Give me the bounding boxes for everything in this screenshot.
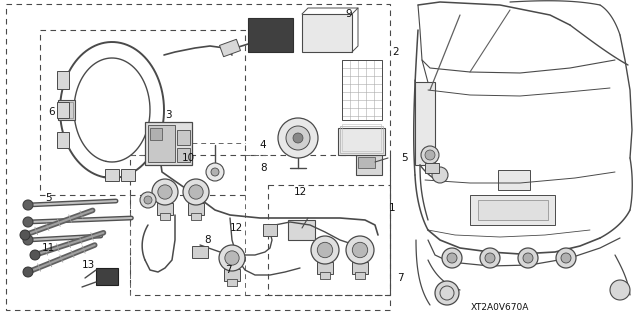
Text: 10: 10 <box>181 153 195 163</box>
Circle shape <box>523 253 533 263</box>
Circle shape <box>20 230 30 240</box>
Bar <box>148 125 175 162</box>
Bar <box>356 155 382 175</box>
Circle shape <box>352 242 368 258</box>
Bar <box>342 60 382 120</box>
Circle shape <box>23 267 33 277</box>
Circle shape <box>140 192 156 208</box>
Bar <box>478 200 548 220</box>
Bar <box>160 213 170 220</box>
Text: 7: 7 <box>225 265 231 275</box>
Bar <box>96 268 118 285</box>
Circle shape <box>183 179 209 205</box>
Bar <box>415 82 435 165</box>
Bar <box>150 128 162 140</box>
Bar <box>358 157 375 168</box>
Bar <box>498 170 530 190</box>
Text: XT2A0V670A: XT2A0V670A <box>471 303 529 313</box>
Bar <box>263 224 277 236</box>
Circle shape <box>293 133 303 143</box>
Circle shape <box>278 118 318 158</box>
Bar <box>130 155 390 295</box>
Bar <box>352 262 368 274</box>
Bar <box>340 126 383 153</box>
Bar <box>57 71 69 89</box>
Circle shape <box>442 248 462 268</box>
Bar <box>57 132 69 148</box>
Text: 7: 7 <box>397 273 403 283</box>
Circle shape <box>30 250 40 260</box>
Bar <box>288 220 315 240</box>
Circle shape <box>225 251 239 265</box>
Bar <box>60 102 73 118</box>
Text: 4: 4 <box>260 140 266 150</box>
Text: 11: 11 <box>42 243 54 253</box>
Circle shape <box>432 167 448 183</box>
Bar <box>227 279 237 286</box>
Circle shape <box>610 280 630 300</box>
Bar <box>248 18 293 52</box>
Circle shape <box>206 163 224 181</box>
Bar <box>58 100 75 120</box>
Text: 8: 8 <box>205 235 211 245</box>
Circle shape <box>144 196 152 204</box>
Circle shape <box>485 253 495 263</box>
Text: 5: 5 <box>401 153 407 163</box>
Circle shape <box>23 235 33 245</box>
Circle shape <box>311 236 339 264</box>
Bar <box>188 203 204 215</box>
Bar <box>320 272 330 279</box>
Bar <box>425 163 439 173</box>
Bar <box>121 169 135 181</box>
Bar <box>177 130 190 145</box>
Bar <box>317 262 333 274</box>
Bar <box>145 122 192 165</box>
Text: 13: 13 <box>81 260 95 270</box>
Bar <box>57 102 69 118</box>
Bar <box>157 203 173 215</box>
Circle shape <box>189 185 203 199</box>
Text: 12: 12 <box>293 187 307 197</box>
Bar <box>191 213 201 220</box>
Bar <box>302 14 352 52</box>
Circle shape <box>152 179 178 205</box>
Text: 9: 9 <box>346 9 352 19</box>
Text: 3: 3 <box>164 110 172 120</box>
Circle shape <box>211 168 219 176</box>
Bar <box>105 169 119 181</box>
Text: 2: 2 <box>393 47 399 57</box>
Circle shape <box>23 217 33 227</box>
Circle shape <box>346 236 374 264</box>
Bar <box>338 128 385 155</box>
Circle shape <box>317 242 333 258</box>
Bar <box>192 246 208 258</box>
Bar <box>6 4 390 310</box>
Text: 12: 12 <box>229 223 243 233</box>
Circle shape <box>556 248 576 268</box>
Circle shape <box>158 185 172 199</box>
Circle shape <box>447 253 457 263</box>
Circle shape <box>518 248 538 268</box>
Bar <box>470 195 555 225</box>
Bar <box>224 269 240 281</box>
Circle shape <box>435 281 459 305</box>
Bar <box>220 39 241 57</box>
Circle shape <box>421 146 439 164</box>
Circle shape <box>286 126 310 150</box>
Text: 5: 5 <box>45 193 51 203</box>
Bar <box>177 148 190 162</box>
Circle shape <box>23 200 33 210</box>
Circle shape <box>219 245 245 271</box>
Bar <box>40 30 245 195</box>
Text: 8: 8 <box>260 163 268 173</box>
Bar <box>342 124 381 151</box>
Bar <box>355 272 365 279</box>
Text: 6: 6 <box>49 107 55 117</box>
Circle shape <box>480 248 500 268</box>
Text: 1: 1 <box>388 203 396 213</box>
Bar <box>268 185 390 295</box>
Circle shape <box>425 150 435 160</box>
Circle shape <box>561 253 571 263</box>
